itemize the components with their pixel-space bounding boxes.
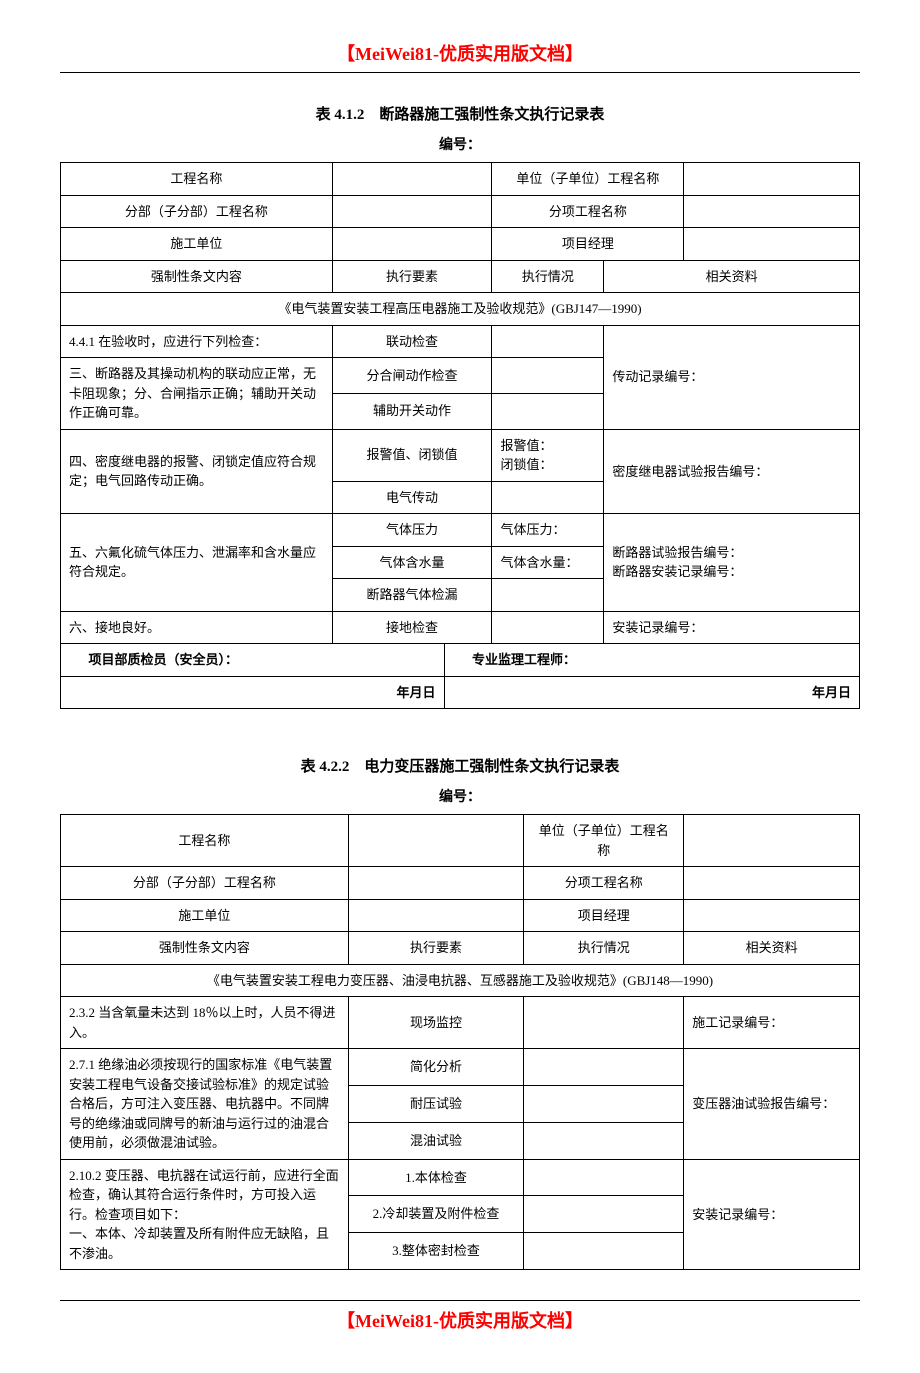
t2-label-pm: 项目经理 xyxy=(524,899,684,932)
t1-r4-e1: 报警值、闭锁值 xyxy=(332,429,492,481)
t1-r5-s3 xyxy=(492,579,604,612)
t1-label-material: 相关资料 xyxy=(604,260,860,293)
t2-label-project: 工程名称 xyxy=(61,815,349,867)
t2-val-pm xyxy=(684,899,860,932)
t1-r441-s1 xyxy=(492,325,604,358)
t2-label-status: 执行情况 xyxy=(524,932,684,965)
t1-val-project xyxy=(332,163,492,196)
t1-val-unit xyxy=(684,163,860,196)
t2-r271-s1 xyxy=(524,1049,684,1086)
t1-r4-mat: 密度继电器试验报告编号： xyxy=(604,429,860,514)
t1-r5-mat2: 断路器安装记录编号： xyxy=(612,564,742,579)
t1-r5-e2: 气体含水量 xyxy=(332,546,492,579)
t1-r4-s1b: 闭锁值： xyxy=(500,457,552,472)
t1-r4-s1: 报警值： 闭锁值： xyxy=(492,429,604,481)
t2-standard: 《电气装置安装工程电力变压器、油浸电抗器、互感器施工及验收规范》(GBJ148—… xyxy=(61,964,860,997)
t2-label-unit: 单位（子单位）工程名称 xyxy=(524,815,684,867)
t2-r2102-e3: 3.整体密封检查 xyxy=(348,1233,524,1270)
t2-val-unit xyxy=(684,815,860,867)
t1-r441-3: 三、断路器及其操动机构的联动应正常，无卡阻现象；分、合闸指示正确；辅助开关动作正… xyxy=(61,358,333,430)
t2-r232-e: 现场监控 xyxy=(348,997,524,1049)
t2-label-provision: 强制性条文内容 xyxy=(61,932,349,965)
table2-title: 表 4.2.2 电力变压器施工强制性条文执行记录表 xyxy=(60,755,860,776)
t1-sign-supervisor: 专业监理工程师： xyxy=(444,644,859,677)
table2: 工程名称 单位（子单位）工程名称 分部（子分部）工程名称 分项工程名称 施工单位… xyxy=(60,814,860,1270)
t1-val-contractor xyxy=(332,228,492,261)
table1-subtitle: 编号： xyxy=(60,134,860,154)
t2-label-contractor: 施工单位 xyxy=(61,899,349,932)
t1-sign-date2: 年月日 xyxy=(444,676,859,709)
table1-title: 表 4.1.2 断路器施工强制性条文执行记录表 xyxy=(60,103,860,124)
t1-label-project: 工程名称 xyxy=(61,163,333,196)
t2-r271-e3: 混油试验 xyxy=(348,1122,524,1159)
t2-val-subsection xyxy=(348,867,524,900)
t1-label-unit: 单位（子单位）工程名称 xyxy=(492,163,684,196)
t1-r5-mat1: 断路器试验报告编号： xyxy=(612,545,742,560)
t1-r441-head: 4.4.1 在验收时，应进行下列检查： xyxy=(61,325,333,358)
t2-label-material: 相关资料 xyxy=(684,932,860,965)
t1-r4-e2: 电气传动 xyxy=(332,481,492,514)
t2-r232-s xyxy=(524,997,684,1049)
table2-subtitle: 编号： xyxy=(60,786,860,806)
t2-r2102-e2: 2.冷却装置及附件检查 xyxy=(348,1196,524,1233)
t1-r441-s2 xyxy=(492,358,604,394)
t1-label-status: 执行情况 xyxy=(492,260,604,293)
t2-r232: 2.3.2 当含氧量未达到 18％以上时，人员不得进入。 xyxy=(61,997,349,1049)
t2-r2102-s1 xyxy=(524,1159,684,1196)
t1-r441-mat: 传动记录编号： xyxy=(604,325,860,429)
t1-label-element: 执行要素 xyxy=(332,260,492,293)
t1-r441-e3: 辅助开关动作 xyxy=(332,393,492,429)
table1: 工程名称 单位（子单位）工程名称 分部（子分部）工程名称 分项工程名称 施工单位… xyxy=(60,162,860,709)
t2-val-contractor xyxy=(348,899,524,932)
t2-label-element: 执行要素 xyxy=(348,932,524,965)
t1-label-pm: 项目经理 xyxy=(492,228,684,261)
t1-val-pm xyxy=(684,228,860,261)
t1-val-subitem xyxy=(684,195,860,228)
t2-val-subitem xyxy=(684,867,860,900)
t2-r2102-s2 xyxy=(524,1196,684,1233)
t1-r6-s1 xyxy=(492,611,604,644)
t2-r271-mat: 变压器油试验报告编号： xyxy=(684,1049,860,1160)
t1-label-subitem: 分项工程名称 xyxy=(492,195,684,228)
t1-label-provision: 强制性条文内容 xyxy=(61,260,333,293)
t1-val-subsection xyxy=(332,195,492,228)
t1-r5-mat: 断路器试验报告编号： 断路器安装记录编号： xyxy=(604,514,860,612)
t2-label-subsection: 分部（子分部）工程名称 xyxy=(61,867,349,900)
page-footer: 【MeiWei81-优质实用版文档】 xyxy=(60,1301,860,1333)
t1-r4-s1a: 报警值： xyxy=(500,438,552,453)
t1-r5: 五、六氟化硫气体压力、泄漏率和含水量应符合规定。 xyxy=(61,514,333,612)
t1-sign-inspector: 项目部质检员（安全员）： xyxy=(61,644,445,677)
header-rule xyxy=(60,72,860,73)
t2-r271: 2.7.1 绝缘油必须按现行的国家标准《电气装置安装工程电气设备交接试验标准》的… xyxy=(61,1049,349,1160)
t2-r2102-e1: 1.本体检查 xyxy=(348,1159,524,1196)
t2-r271-s3 xyxy=(524,1122,684,1159)
t1-standard: 《电气装置安装工程高压电器施工及验收规范》(GBJ147—1990) xyxy=(61,293,860,326)
t1-label-contractor: 施工单位 xyxy=(61,228,333,261)
t1-r5-s1: 气体压力： xyxy=(492,514,604,547)
t1-r6: 六、接地良好。 xyxy=(61,611,333,644)
t1-r6-e1: 接地检查 xyxy=(332,611,492,644)
t2-r271-e1: 简化分析 xyxy=(348,1049,524,1086)
t1-r5-e1: 气体压力 xyxy=(332,514,492,547)
t2-r271-s2 xyxy=(524,1085,684,1122)
t2-val-project xyxy=(348,815,524,867)
page-header: 【MeiWei81-优质实用版文档】 xyxy=(60,40,860,70)
t1-r441-e2: 分合闸动作检查 xyxy=(332,358,492,394)
t1-r4-s2 xyxy=(492,481,604,514)
t1-label-subsection: 分部（子分部）工程名称 xyxy=(61,195,333,228)
t2-r2102-s3 xyxy=(524,1233,684,1270)
t1-r5-s2: 气体含水量： xyxy=(492,546,604,579)
t1-r5-e3: 断路器气体检漏 xyxy=(332,579,492,612)
t1-r441-s3 xyxy=(492,393,604,429)
t1-r441-e1: 联动检查 xyxy=(332,325,492,358)
t1-sign-date1: 年月日 xyxy=(61,676,445,709)
t2-r2102: 2.10.2 变压器、电抗器在试运行前，应进行全面检查，确认其符合运行条件时，方… xyxy=(61,1159,349,1270)
t2-r271-e2: 耐压试验 xyxy=(348,1085,524,1122)
t1-r4: 四、密度继电器的报警、闭锁定值应符合规定；电气回路传动正确。 xyxy=(61,429,333,514)
t2-label-subitem: 分项工程名称 xyxy=(524,867,684,900)
t2-r2102-mat: 安装记录编号： xyxy=(684,1159,860,1270)
t2-r232-mat: 施工记录编号： xyxy=(684,997,860,1049)
t1-r6-mat: 安装记录编号： xyxy=(604,611,860,644)
